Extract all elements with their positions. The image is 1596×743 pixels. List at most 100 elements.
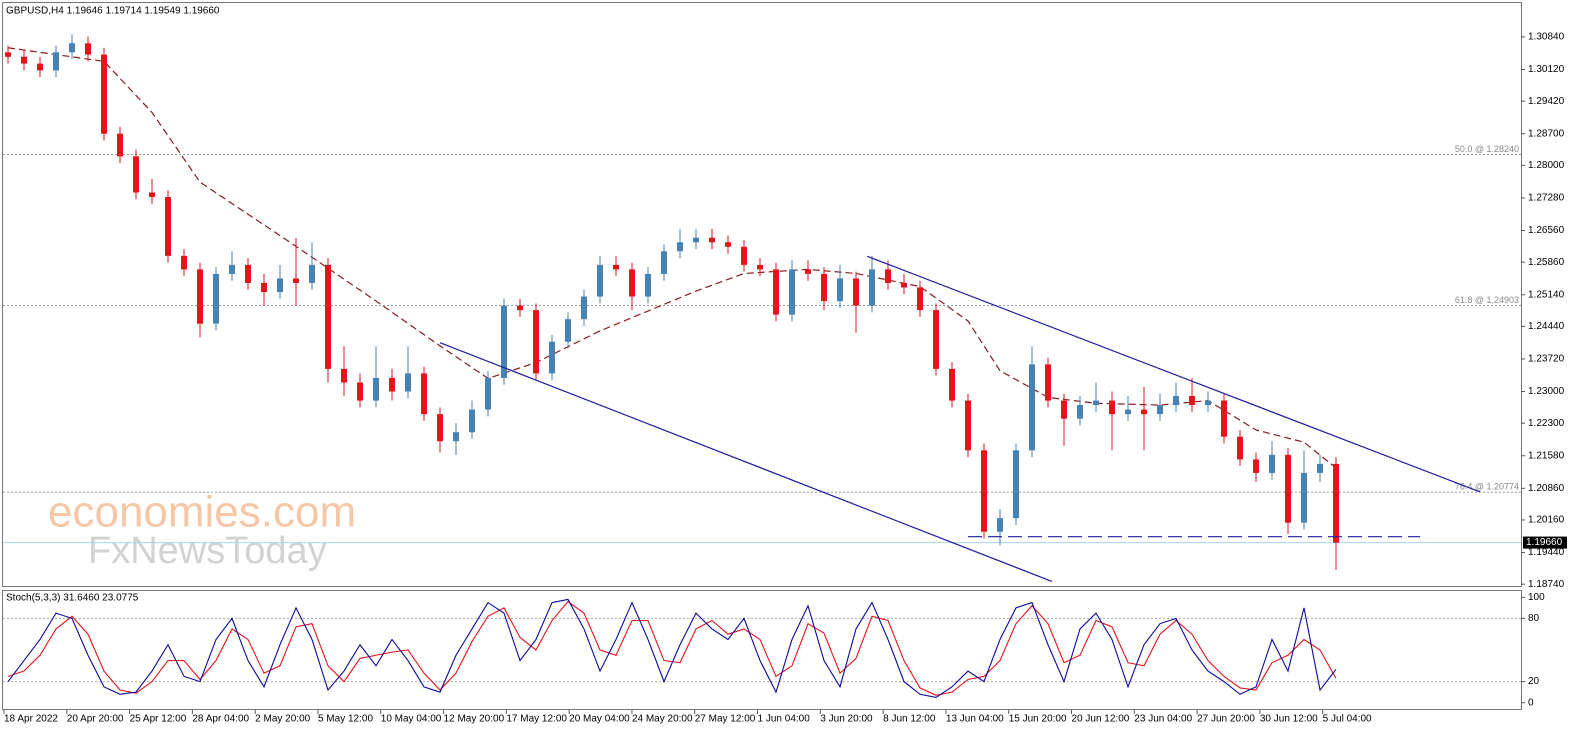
candle-body bbox=[1333, 463, 1339, 543]
candle-body bbox=[453, 432, 459, 442]
x-tick-label: 17 May 12:00 bbox=[506, 714, 567, 725]
candle-body bbox=[69, 43, 75, 53]
candle-body bbox=[549, 341, 555, 374]
candle-body bbox=[1317, 463, 1323, 473]
candle-body bbox=[1109, 400, 1115, 415]
x-tick-label: 20 May 04:00 bbox=[569, 714, 630, 725]
chart-title: GBPUSD,H4 1.19646 1.19714 1.19549 1.1966… bbox=[6, 6, 220, 17]
stoch-tick-label: 0 bbox=[1528, 697, 1534, 708]
stoch-tick-label: 100 bbox=[1528, 592, 1545, 603]
fib-label: 50.0 @ 1.28240 bbox=[1455, 144, 1519, 154]
stoch-d bbox=[7, 600, 1337, 696]
x-tick-label: 12 May 20:00 bbox=[444, 714, 505, 725]
candle-body bbox=[309, 264, 315, 283]
candle-body bbox=[853, 278, 859, 306]
y-tick-label: 1.24440 bbox=[1528, 321, 1565, 332]
trendline bbox=[439, 342, 1053, 583]
candle-body bbox=[1029, 364, 1035, 451]
y-tick-label: 1.27280 bbox=[1528, 193, 1565, 204]
candle-body bbox=[357, 382, 363, 401]
candle-body bbox=[469, 409, 475, 433]
candle-body bbox=[389, 377, 395, 392]
candle-body bbox=[277, 278, 283, 293]
candle-body bbox=[693, 237, 699, 243]
candle-body bbox=[1125, 409, 1131, 415]
candle-body bbox=[629, 269, 635, 297]
candle-body bbox=[405, 373, 411, 392]
candle-body bbox=[229, 264, 235, 274]
candle-body bbox=[325, 264, 331, 369]
candle-body bbox=[421, 373, 427, 415]
candle-body bbox=[917, 287, 923, 311]
x-tick-label: 13 Jun 04:00 bbox=[946, 714, 1004, 725]
candle-body bbox=[581, 296, 587, 320]
y-tick-label: 1.18740 bbox=[1528, 579, 1565, 590]
x-tick-label: 2 May 20:00 bbox=[255, 714, 310, 725]
candle-body bbox=[1301, 472, 1307, 523]
x-tick-label: 23 Jun 04:00 bbox=[1134, 714, 1192, 725]
candle-body bbox=[757, 264, 763, 270]
candle-body bbox=[565, 319, 571, 342]
watermark: FxNewsToday bbox=[88, 530, 327, 572]
candle-body bbox=[533, 310, 539, 374]
candle-body bbox=[437, 414, 443, 442]
x-tick-label: 24 May 20:00 bbox=[632, 714, 693, 725]
candle-body bbox=[1253, 459, 1259, 473]
candle-body bbox=[1221, 400, 1227, 437]
x-tick-label: 15 Jun 20:00 bbox=[1009, 714, 1067, 725]
candle-body bbox=[1205, 400, 1211, 406]
candle-body bbox=[245, 264, 251, 283]
candle-body bbox=[37, 63, 43, 71]
y-tick-label: 1.23000 bbox=[1528, 386, 1565, 397]
candle-body bbox=[1077, 405, 1083, 419]
candle-body bbox=[597, 264, 603, 297]
x-tick-label: 20 Jun 12:00 bbox=[1072, 714, 1130, 725]
candle-body bbox=[485, 377, 491, 410]
x-tick-label: 28 Apr 04:00 bbox=[192, 714, 249, 725]
x-tick-label: 1 Jun 04:00 bbox=[758, 714, 811, 725]
stoch-panel bbox=[2, 590, 1522, 710]
candle-body bbox=[901, 282, 907, 288]
candle-body bbox=[837, 278, 843, 302]
candle-body bbox=[213, 273, 219, 324]
x-tick-label: 5 May 12:00 bbox=[318, 714, 373, 725]
candle-body bbox=[149, 192, 155, 198]
candle-body bbox=[261, 282, 267, 293]
candle-body bbox=[1141, 409, 1147, 415]
y-tick-label: 1.26560 bbox=[1528, 225, 1565, 236]
y-tick-label: 1.28000 bbox=[1528, 160, 1565, 171]
candle-body bbox=[501, 305, 507, 378]
x-tick-label: 5 Jul 04:00 bbox=[1323, 714, 1372, 725]
y-tick-label: 1.20160 bbox=[1528, 515, 1565, 526]
candle-body bbox=[965, 400, 971, 451]
candle-body bbox=[773, 269, 779, 315]
candle-body bbox=[869, 269, 875, 306]
x-tick-label: 20 Apr 20:00 bbox=[67, 714, 124, 725]
y-tick-label: 1.29420 bbox=[1528, 96, 1565, 107]
candle-body bbox=[1269, 454, 1275, 473]
candle-body bbox=[293, 278, 299, 283]
y-tick-label: 1.25860 bbox=[1528, 257, 1565, 268]
candle-body bbox=[981, 450, 987, 532]
candle-body bbox=[341, 368, 347, 383]
y-tick-label: 1.22300 bbox=[1528, 418, 1565, 429]
x-tick-label: 30 Jun 12:00 bbox=[1260, 714, 1318, 725]
y-tick-label: 1.20860 bbox=[1528, 483, 1565, 494]
candle-body bbox=[1093, 400, 1099, 406]
candle-body bbox=[1157, 405, 1163, 415]
candle-body bbox=[645, 273, 651, 297]
stoch-k bbox=[7, 598, 1337, 698]
candle-body bbox=[789, 269, 795, 315]
candle-body bbox=[53, 52, 59, 71]
candle-body bbox=[1045, 364, 1051, 401]
x-tick-label: 10 May 04:00 bbox=[381, 714, 442, 725]
x-tick-label: 3 Jun 20:00 bbox=[820, 714, 873, 725]
x-tick-label: 27 May 12:00 bbox=[695, 714, 756, 725]
candle-body bbox=[181, 255, 187, 270]
candle-body bbox=[133, 156, 139, 193]
candle-body bbox=[1285, 454, 1291, 523]
watermark: economies.com bbox=[48, 488, 356, 537]
y-tick-label: 1.28700 bbox=[1528, 128, 1565, 139]
